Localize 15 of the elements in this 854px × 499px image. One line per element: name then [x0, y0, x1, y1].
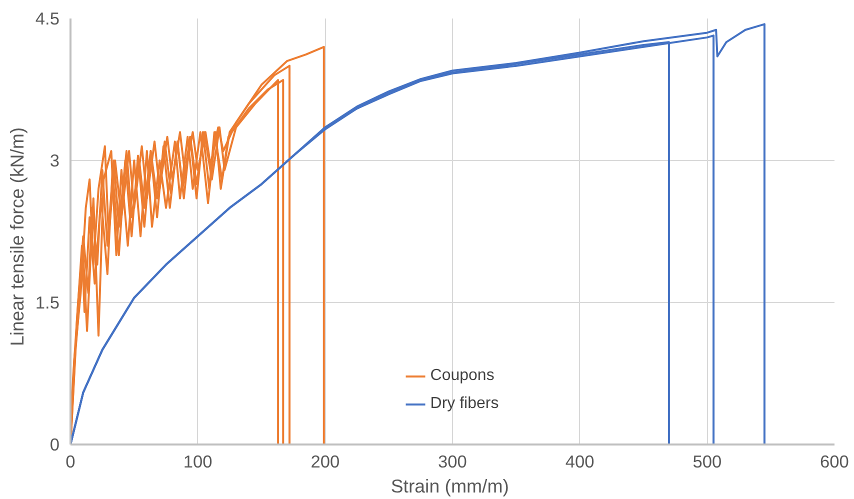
legend-label: Dry fibers [430, 395, 499, 413]
legend-label: Coupons [430, 367, 494, 385]
x-tick-label: 200 [310, 452, 340, 472]
x-tick-label: 400 [565, 452, 594, 472]
y-tick-label: 1.5 [35, 292, 60, 312]
y-axis-title: Linear tensile force (kN/m) [6, 127, 28, 346]
y-tick-label: 3 [50, 150, 60, 170]
x-tick-label: 600 [820, 452, 849, 472]
x-tick-label: 0 [66, 452, 76, 472]
y-tick-label: 4.5 [35, 8, 60, 28]
y-tick-label: 0 [50, 434, 60, 454]
x-axis-title: Strain (mm/m) [390, 476, 509, 496]
x-tick-label: 100 [183, 452, 212, 472]
x-tick-label: 300 [438, 452, 467, 472]
x-tick-label: 500 [692, 452, 722, 472]
